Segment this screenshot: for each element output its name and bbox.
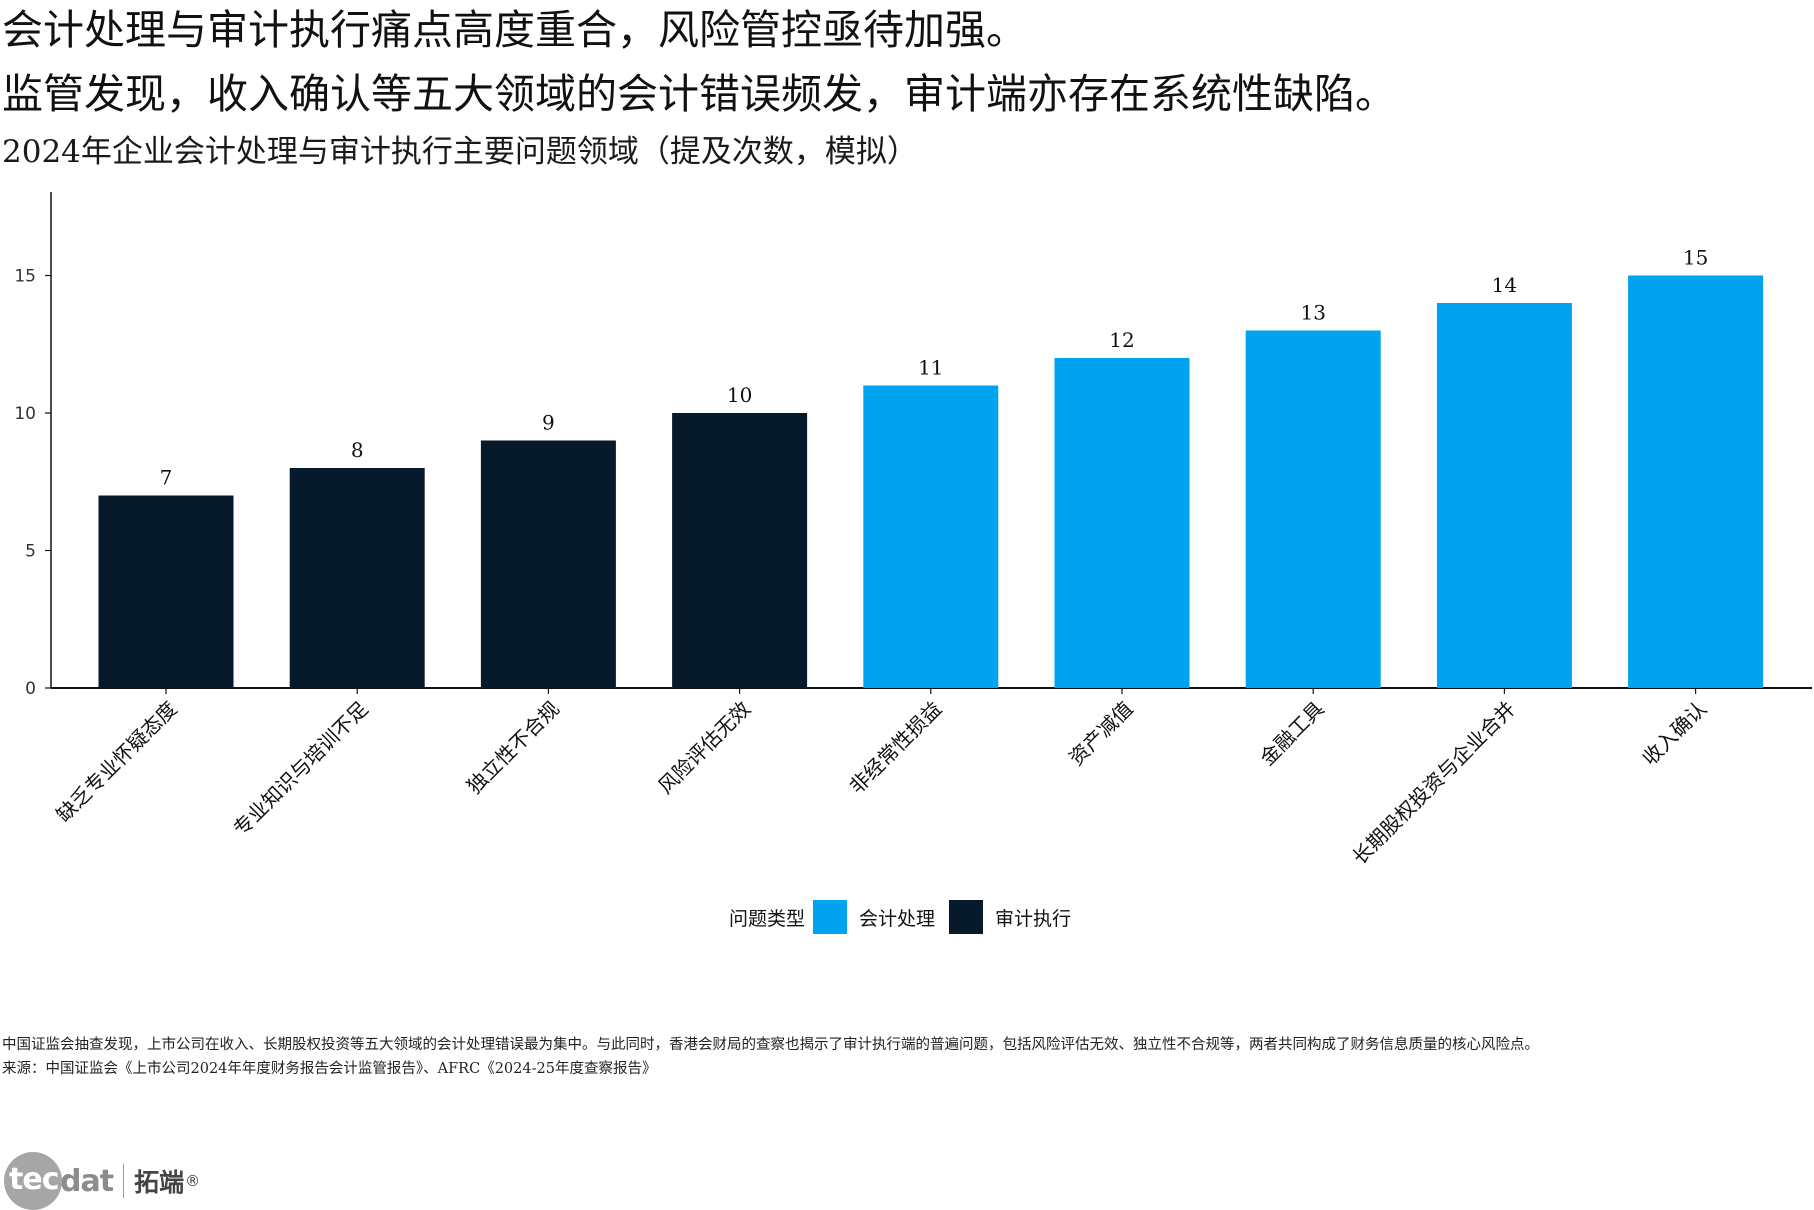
chart-legend: 问题类型 会计处理 审计执行 — [0, 900, 1814, 934]
bar — [672, 413, 808, 688]
brand-logo: tec dat 拓端 ® — [4, 1152, 200, 1210]
chart-title-line-1: 会计处理与审计执行痛点高度重合，风险管控亟待加强。 — [2, 6, 1027, 54]
chart-title-line-2: 监管发现，收入确认等五大领域的会计错误频发，审计端亦存在系统性缺陷。 — [2, 70, 1396, 118]
bar-value-label: 7 — [160, 466, 173, 490]
bar-value-label: 14 — [1492, 273, 1517, 297]
bar — [289, 468, 425, 688]
y-tick-label: 0 — [25, 679, 36, 699]
bar-value-label: 9 — [542, 411, 555, 435]
logo-text-tec: tec — [9, 1162, 59, 1197]
x-category-label: 资产减值 — [1064, 697, 1138, 771]
bar — [863, 385, 999, 688]
y-tick-label: 5 — [25, 542, 36, 562]
logo-text-cn: 拓端 — [134, 1168, 185, 1197]
x-category-label: 风险评估无效 — [653, 697, 755, 799]
chart-bars — [98, 275, 1764, 688]
bar-value-label: 8 — [351, 438, 364, 462]
bar — [1436, 303, 1572, 688]
chart-subtitle: 2024年企业会计处理与审计执行主要问题领域（提及次数，模拟） — [2, 134, 918, 170]
bar-value-label: 13 — [1300, 301, 1325, 325]
bar-value-label: 11 — [918, 356, 943, 380]
y-tick-label: 15 — [14, 267, 36, 287]
legend-label-audit: 审计执行 — [995, 907, 1072, 930]
x-category-label: 长期股权投资与企业合并 — [1347, 697, 1520, 870]
x-category-label: 独立性不合规 — [462, 697, 564, 799]
footnote-text: 中国证监会抽查发现，上市公司在收入、长期股权投资等五大领域的会计处理错误最为集中… — [2, 1037, 1539, 1053]
source-text: 来源：中国证监会《上市公司2024年年度财务报告会计监管报告》、AFRC《202… — [2, 1061, 657, 1077]
x-category-label: 专业知识与培训不足 — [228, 697, 372, 841]
bar-value-label: 12 — [1109, 328, 1134, 352]
x-category-label: 金融工具 — [1255, 697, 1329, 771]
bar-value-label: 10 — [727, 383, 752, 407]
legend-title: 问题类型 — [728, 907, 805, 930]
bar — [1054, 358, 1190, 688]
logo-registered-mark: ® — [185, 1172, 201, 1190]
chart-category-labels: 缺乏专业怀疑态度 专业知识与培训不足 独立性不合规 风险评估无效 非经常性损益 资产减值 金… — [51, 697, 1711, 870]
chart-value-labels: 7 8 9 10 11 12 13 14 15 — [160, 246, 1709, 490]
legend-swatch-audit — [949, 900, 983, 934]
bar — [480, 440, 616, 688]
bar — [1245, 330, 1381, 688]
legend-label-accounting: 会计处理 — [858, 907, 935, 930]
bar-chart: 0 5 10 15 7 8 9 10 11 12 13 14 15 缺乏专业怀疑态度 专业知识与培训不足… — [14, 192, 1812, 870]
logo-divider — [123, 1164, 125, 1198]
x-category-label: 收入确认 — [1638, 697, 1712, 771]
bar-value-label: 15 — [1683, 246, 1708, 270]
logo-circle: tec — [4, 1152, 62, 1210]
y-tick-label: 10 — [14, 404, 36, 424]
legend-swatch-accounting — [812, 900, 847, 934]
logo-text-dat: dat — [60, 1163, 114, 1199]
bar — [1628, 275, 1764, 688]
x-category-label: 非经常性损益 — [845, 697, 947, 799]
bar — [98, 495, 234, 688]
x-category-label: 缺乏专业怀疑态度 — [51, 697, 181, 827]
